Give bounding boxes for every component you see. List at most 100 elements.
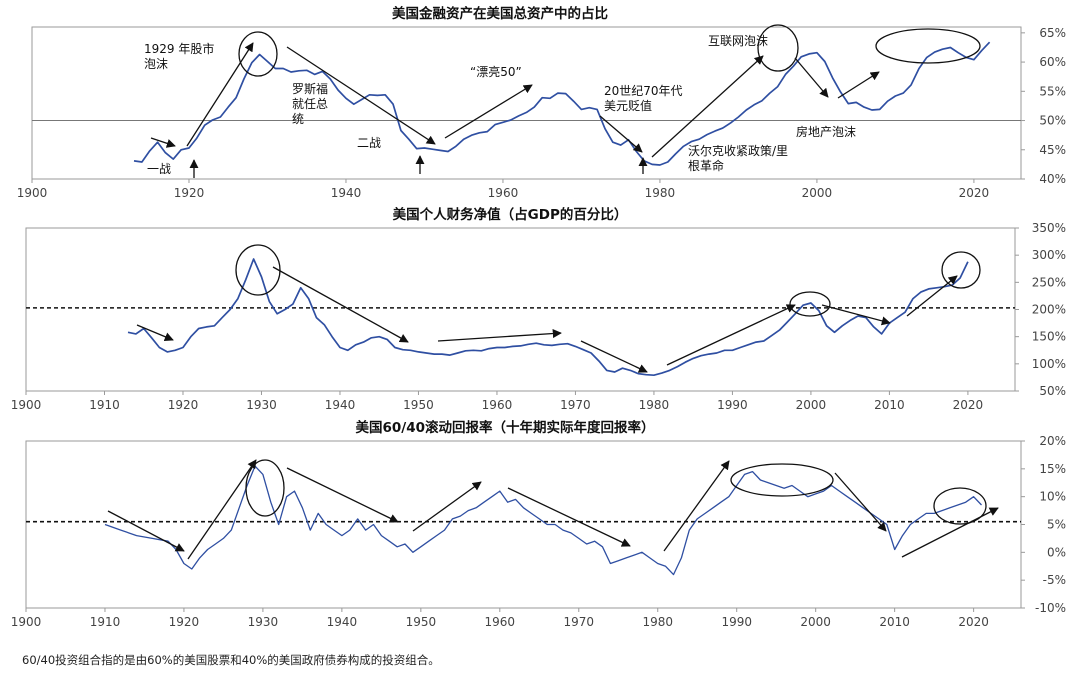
annotation-ellipse — [245, 459, 285, 517]
annotation-ellipse — [789, 291, 831, 317]
annotation-nifty-fifty: “漂亮50” — [470, 64, 522, 79]
footnote: 60/40投资组合指的是由60%的美国股票和40%的美国政府债券构成的投资组合。 — [22, 653, 440, 667]
x-tick-label: 2000 — [800, 615, 831, 629]
annotation-arrow — [906, 275, 958, 317]
y-tick-label: 350% — [1032, 221, 1066, 235]
y-tick-label: -5% — [1043, 573, 1066, 587]
annotation-dotcom-bubble: 互联网泡沫 — [708, 34, 768, 48]
annotation-arrow — [651, 55, 764, 158]
x-tick-label: 2000 — [802, 186, 833, 200]
chart-panel-1: 美国金融资产在美国总资产中的占比 1900 1920 1940 1960 1980 2000… — [17, 5, 1066, 200]
x-tick-label: 1900 — [11, 398, 42, 412]
series-line — [133, 41, 991, 166]
y-tick-label: 20% — [1039, 434, 1066, 448]
annotation-1929-bubble: 1929 年股市泡沫 — [144, 41, 214, 71]
annotation-arrow — [599, 115, 643, 153]
annotation-arrow — [412, 481, 482, 532]
x-tick-label: 1960 — [482, 398, 513, 412]
x-tick-label: 1960 — [488, 186, 519, 200]
y-tick-label: 50% — [1039, 114, 1066, 128]
annotation-arrow — [821, 304, 891, 326]
annotation-arrow — [834, 472, 887, 532]
y-tick-label: 10% — [1039, 490, 1066, 504]
chart-panel-3: 美国60/40滚动回报率（十年期实际年度回报率） 1900 1910 1920 1930… — [11, 419, 1066, 629]
y-tick-label: 0% — [1047, 545, 1066, 559]
annotation-volcker-reagan: 沃尔克收紧政策/里根革命 — [688, 143, 788, 173]
annotation-ww2: 二战 — [357, 136, 381, 150]
annotation-arrow — [150, 137, 176, 148]
x-tick-label: 1910 — [89, 398, 120, 412]
x-tick-label: 1940 — [325, 398, 356, 412]
annotation-arrow — [837, 71, 880, 99]
x-tick-label: 1940 — [327, 615, 358, 629]
x-tick-label: 2010 — [874, 398, 905, 412]
annotation-arrow — [286, 46, 436, 145]
annotation-ellipse — [941, 251, 981, 289]
annotation-housing-bubble: 房地产泡沫 — [796, 124, 856, 139]
y-tick-label: 100% — [1032, 357, 1066, 371]
x-tick-label: 1950 — [406, 615, 437, 629]
x-tick-label: 1940 — [331, 186, 362, 200]
y-tick-label: -10% — [1035, 601, 1066, 615]
annotation-arrow — [507, 487, 631, 547]
annotation-ellipse — [730, 463, 834, 497]
annotation-arrow — [666, 304, 796, 366]
x-tick-label: 1970 — [564, 615, 595, 629]
x-tick-label: 1960 — [485, 615, 516, 629]
series-line — [104, 465, 982, 576]
x-tick-label: 1950 — [403, 398, 434, 412]
annotation-arrow — [794, 57, 829, 98]
y-tick-label: 45% — [1039, 143, 1066, 157]
chart-panel-2: 美国个人财务净值（占GDP的百分比） 1900 1910 1920 1930 1940 19… — [11, 206, 1066, 412]
x-tick-label: 1900 — [11, 615, 42, 629]
y-tick-label: 50% — [1039, 384, 1066, 398]
x-tick-label: 1900 — [17, 186, 48, 200]
chart-title: 美国金融资产在美国总资产中的占比 — [392, 5, 608, 22]
plot-frame — [25, 440, 1022, 609]
x-tick-label: 2000 — [796, 398, 827, 412]
annotation-ww1: 一战 — [147, 162, 171, 176]
x-tick-label: 1930 — [248, 615, 279, 629]
annotation-roosevelt: 罗斯福就任总统 — [292, 81, 328, 126]
x-tick-label: 2020 — [958, 615, 989, 629]
y-tick-label: 40% — [1039, 172, 1066, 186]
annotation-arrow — [286, 467, 399, 523]
annotation-1970s-devaluation: 20世纪70年代美元贬值 — [604, 84, 683, 113]
plot-frame — [31, 26, 1022, 180]
annotation-ellipse — [235, 244, 281, 296]
y-tick-label: 60% — [1039, 55, 1066, 69]
chart-title: 美国个人财务净值（占GDP的百分比） — [393, 206, 628, 223]
series-line — [127, 258, 969, 377]
x-tick-label: 2010 — [879, 615, 910, 629]
x-tick-label: 1920 — [169, 615, 200, 629]
x-tick-label: 1990 — [717, 398, 748, 412]
annotation-arrow — [136, 324, 174, 342]
annotation-arrow — [107, 510, 185, 552]
x-tick-label: 1980 — [645, 186, 676, 200]
annotation-arrow — [580, 340, 648, 373]
x-tick-label: 1930 — [246, 398, 277, 412]
x-tick-label: 1990 — [721, 615, 752, 629]
annotation-arrow — [186, 42, 254, 147]
annotation-arrow — [437, 328, 562, 342]
annotation-arrow — [444, 84, 533, 139]
x-tick-label: 1970 — [560, 398, 591, 412]
x-tick-label: 2020 — [953, 398, 984, 412]
annotation-arrow — [901, 507, 999, 558]
y-tick-label: 300% — [1032, 248, 1066, 262]
y-tick-label: 15% — [1039, 462, 1066, 476]
annotation-ellipse — [875, 28, 981, 64]
annotation-ellipse — [238, 31, 278, 77]
x-tick-label: 1920 — [174, 186, 205, 200]
annotation-arrow — [187, 459, 257, 560]
x-tick-label: 1980 — [642, 615, 673, 629]
plot-frame — [25, 227, 1016, 392]
y-tick-label: 55% — [1039, 84, 1066, 98]
y-tick-label: 65% — [1039, 26, 1066, 40]
annotation-ellipse — [757, 24, 799, 72]
y-tick-label: 250% — [1032, 275, 1066, 289]
x-tick-label: 2020 — [959, 186, 990, 200]
annotation-arrow — [663, 460, 730, 552]
x-tick-label: 1980 — [639, 398, 670, 412]
